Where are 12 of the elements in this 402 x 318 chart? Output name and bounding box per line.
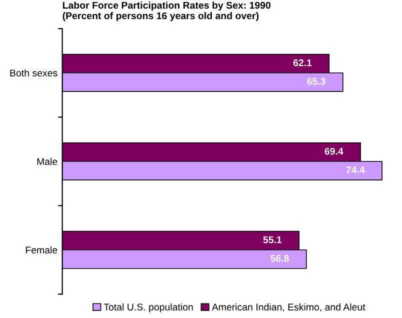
data-label: 62.1 <box>293 59 312 66</box>
legend-label: American Indian, Eskimo, and Aleut <box>212 303 366 312</box>
data-label: 69.4 <box>324 148 344 155</box>
y-tick-label: Both sexes <box>10 69 58 76</box>
y-tick-label: Male <box>37 158 58 166</box>
data-label: 56.8 <box>270 254 289 262</box>
data-label: 65.3 <box>307 78 326 85</box>
chart-title: Labor Force Participation Rates by Sex: 1990 (Percent of persons 16 years old and over) <box>62 2 270 22</box>
data-label: 55.1 <box>263 236 282 244</box>
y-tick-label: Female <box>26 246 58 254</box>
legend-label: Total U.S. population <box>104 303 193 312</box>
data-label: 74.4 <box>346 166 365 174</box>
